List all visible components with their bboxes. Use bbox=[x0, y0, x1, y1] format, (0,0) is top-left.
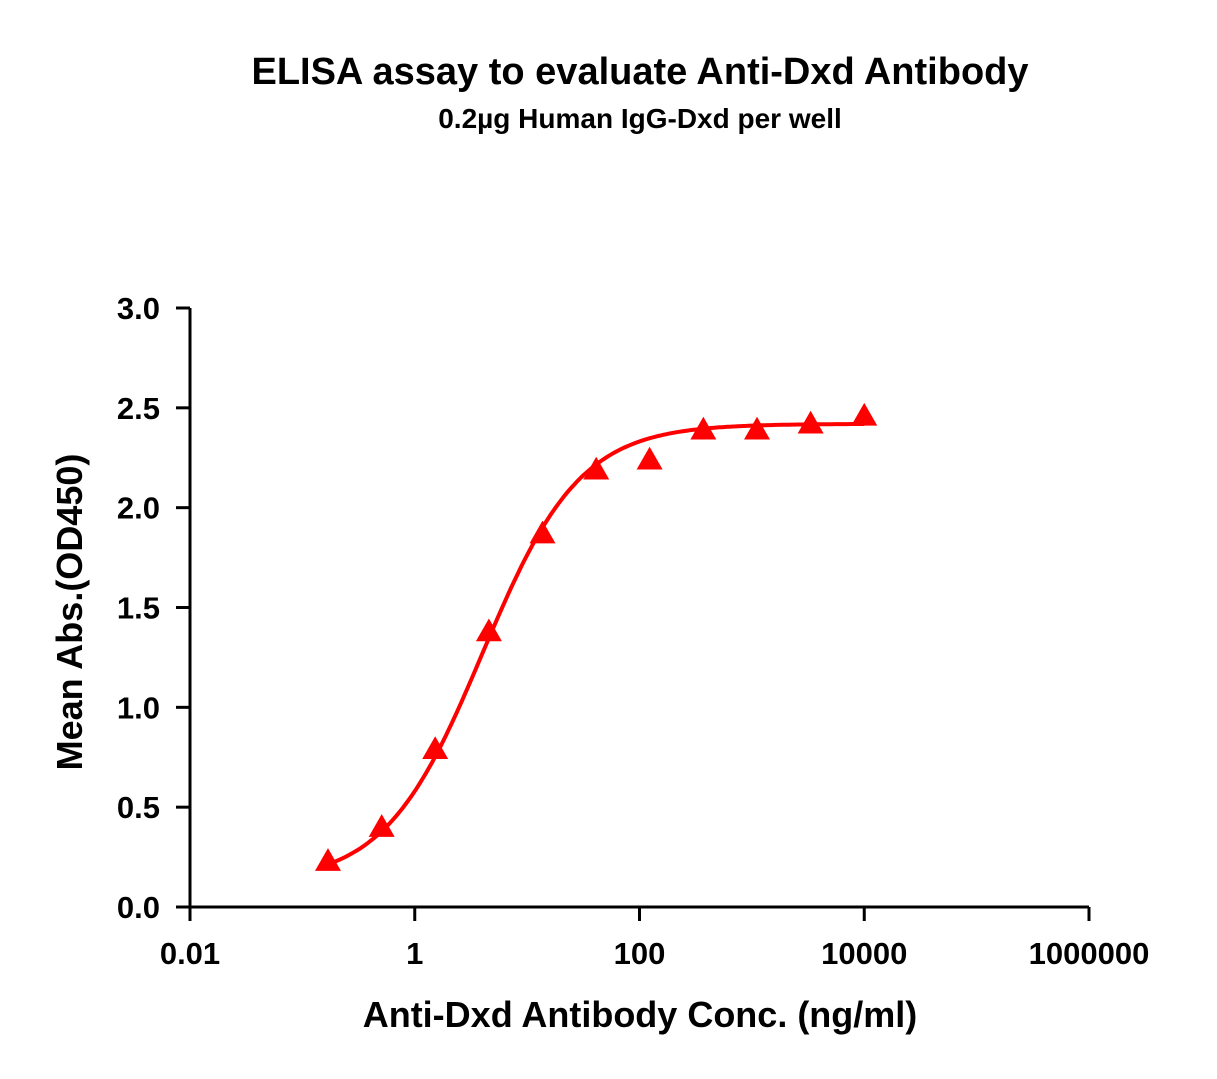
x-tick-label: 1 bbox=[406, 936, 423, 971]
y-tick-label: 0.5 bbox=[117, 790, 160, 825]
data-point-triangle bbox=[314, 848, 341, 871]
data-point-triangle bbox=[797, 410, 824, 434]
data-point-triangle bbox=[368, 814, 395, 837]
data-point-triangle bbox=[422, 736, 449, 760]
data-point-triangle bbox=[583, 456, 610, 480]
x-tick-label: 0.01 bbox=[160, 936, 220, 971]
x-tick-label: 10000 bbox=[821, 936, 907, 971]
x-tick-label: 1000000 bbox=[1029, 936, 1150, 971]
data-point-triangle bbox=[851, 402, 878, 426]
data-point-triangle bbox=[690, 416, 717, 440]
data-point-triangle bbox=[744, 416, 771, 440]
y-tick-label: 3.0 bbox=[117, 291, 160, 326]
data-point-triangle bbox=[636, 446, 663, 470]
y-axis-label: Mean Abs.(OD450) bbox=[49, 454, 90, 771]
fit-curve bbox=[327, 422, 865, 867]
y-tick-label: 2.5 bbox=[117, 391, 160, 426]
data-point-triangle bbox=[529, 520, 556, 544]
y-tick-label: 0.0 bbox=[117, 890, 160, 925]
chart-title: ELISA assay to evaluate Anti-Dxd Antibod… bbox=[251, 51, 1028, 93]
x-tick-label: 100 bbox=[614, 936, 666, 971]
x-axis-label: Anti-Dxd Antibody Conc. (ng/ml) bbox=[363, 994, 918, 1035]
y-tick-label: 1.5 bbox=[117, 591, 160, 626]
y-tick-label: 2.0 bbox=[117, 491, 160, 526]
chart-subtitle: 0.2µg Human IgG-Dxd per well bbox=[438, 103, 842, 134]
y-tick-label: 1.0 bbox=[117, 690, 160, 725]
data-point-triangle bbox=[475, 618, 502, 642]
